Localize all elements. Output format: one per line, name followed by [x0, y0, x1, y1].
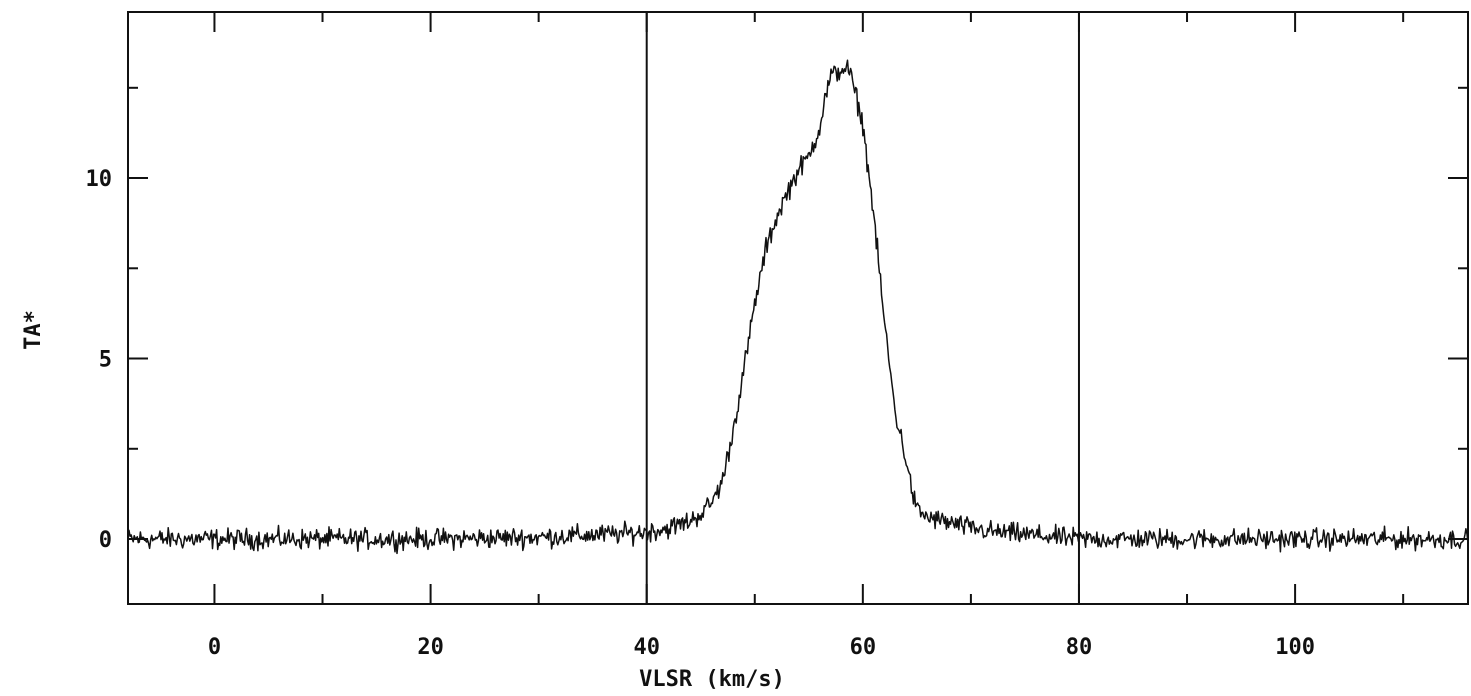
x-tick-label: 40 — [633, 635, 660, 660]
y-tick-label: 0 — [99, 528, 112, 553]
plot-frame — [127, 11, 1469, 605]
y-tick-label: 10 — [86, 167, 113, 192]
axis-ticks — [128, 12, 1468, 604]
x-tick-label: 20 — [417, 635, 444, 660]
spectrum-line — [127, 59, 1469, 555]
x-tick-label: 60 — [850, 635, 877, 660]
vertical-markers — [645, 12, 1080, 604]
x-tick-label: 0 — [208, 635, 221, 660]
x-tick-label: 100 — [1275, 635, 1315, 660]
x-tick-labels: 0 20 40 60 80 100 — [208, 635, 1315, 660]
y-axis-title: TA* — [21, 310, 46, 350]
x-axis-title: VLSR (km/s) — [639, 667, 785, 692]
y-tick-label: 5 — [99, 348, 112, 373]
y-tick-labels: 0 5 10 — [86, 167, 113, 553]
x-tick-label: 80 — [1066, 635, 1093, 660]
